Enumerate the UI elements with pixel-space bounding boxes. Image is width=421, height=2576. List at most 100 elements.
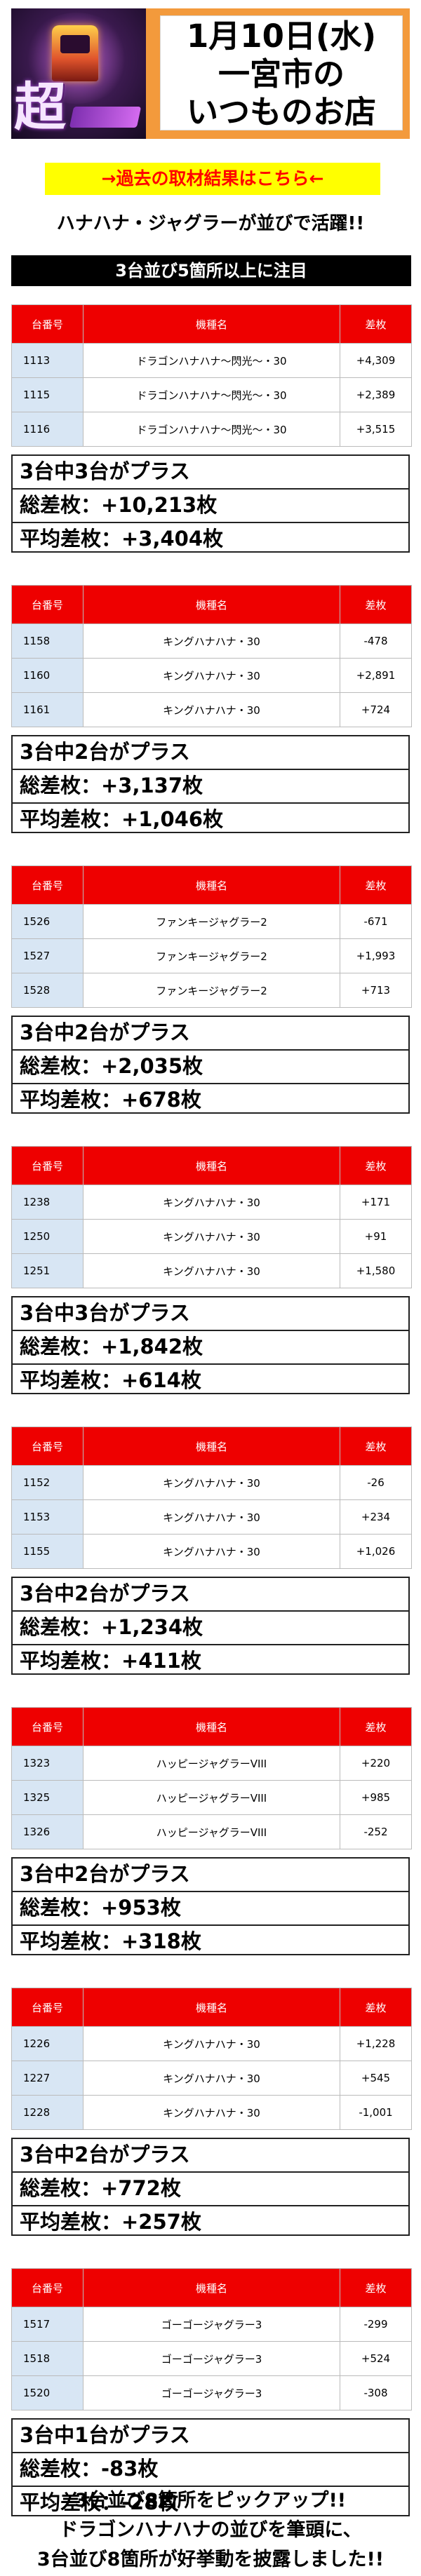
past-results-link[interactable]: →過去の取材結果はこちら← xyxy=(45,163,380,195)
column-header-number: 台番号 xyxy=(11,1988,83,2027)
group-summary: 3台中3台がプラス 総差枚：+1,842枚 平均差枚：+614枚 xyxy=(11,1296,410,1394)
summary-title: 3台中3台がプラス xyxy=(20,459,190,483)
column-header-diff: 差枚 xyxy=(340,1427,412,1466)
machine-number-cell: 1113 xyxy=(11,343,83,378)
machine-table: 台番号 機種名 差枚 1323 ハッピージャグラーVIII +220 1325 ハッピージャグ… xyxy=(11,1707,412,1849)
column-header-number: 台番号 xyxy=(11,1707,83,1746)
column-header-diff: 差枚 xyxy=(340,1146,412,1185)
machine-number-cell: 1116 xyxy=(11,412,83,447)
store-name: いつものお店 xyxy=(186,93,376,130)
column-header-name: 機種名 xyxy=(83,1707,340,1746)
coin-diff-cell: +3,515 xyxy=(340,412,412,447)
machine-name-cell: キングハナハナ・30 xyxy=(83,1499,340,1535)
table-row: 1226 キングハナハナ・30 +1,228 xyxy=(11,2026,412,2061)
machine-table: 台番号 機種名 差枚 1158 キングハナハナ・30 -478 1160 キングハナハナ・30… xyxy=(11,585,412,727)
average-diff: 平均差枚：+411枚 xyxy=(13,1644,408,1678)
column-header-number: 台番号 xyxy=(11,1146,83,1185)
coin-diff-cell: +724 xyxy=(340,692,412,727)
coin-diff-cell: +713 xyxy=(340,973,412,1008)
group-summary: 3台中2台がプラス 総差枚：+772枚 平均差枚：+257枚 xyxy=(11,2138,410,2236)
table-row: 1153 キングハナハナ・30 +234 xyxy=(11,1499,412,1535)
machine-name-cell: ファンキージャグラー2 xyxy=(83,904,340,939)
machine-number-cell: 1326 xyxy=(11,1814,83,1849)
machine-number-cell: 1517 xyxy=(11,2307,83,2342)
machine-number-cell: 1228 xyxy=(11,2095,83,2130)
machine-name-cell: ゴーゴージャグラー3 xyxy=(83,2341,340,2376)
machine-number-cell: 1528 xyxy=(11,973,83,1008)
machine-name-cell: ドラゴンハナハナ〜閃光〜・30 xyxy=(83,412,340,447)
column-header-name: 機種名 xyxy=(83,2268,340,2307)
summary-title: 3台中2台がプラス xyxy=(20,1020,190,1044)
logo-ribbon xyxy=(69,107,142,128)
summary-title: 3台中2台がプラス xyxy=(20,1862,190,1886)
machine-name-cell: ゴーゴージャグラー3 xyxy=(83,2307,340,2342)
machine-number-cell: 1518 xyxy=(11,2341,83,2376)
column-header-name: 機種名 xyxy=(83,304,340,344)
group-summary: 3台中2台がプラス 総差枚：+3,137枚 平均差枚：+1,046枚 xyxy=(11,735,410,833)
summary-title: 3台中1台がプラス xyxy=(20,2423,190,2447)
coin-diff-cell: -478 xyxy=(340,623,412,659)
column-header-name: 機種名 xyxy=(83,865,340,905)
table-row: 1152 キングハナハナ・30 -26 xyxy=(11,1465,412,1500)
summary-title: 3台中2台がプラス xyxy=(20,740,190,764)
machine-number-cell: 1323 xyxy=(11,1746,83,1781)
coin-diff-cell: -1,001 xyxy=(340,2095,412,2130)
machine-number-cell: 1160 xyxy=(11,658,83,693)
machine-number-cell: 1251 xyxy=(11,1253,83,1288)
summary-title: 3台中3台がプラス xyxy=(20,1301,190,1325)
table-row: 1325 ハッピージャグラーVIII +985 xyxy=(11,1780,412,1815)
headline: ハナハナ・ジャグラーが並びで活躍!! xyxy=(56,213,365,234)
table-row: 1113 ドラゴンハナハナ〜閃光〜・30 +4,309 xyxy=(11,343,412,378)
coin-diff-cell: +91 xyxy=(340,1219,412,1254)
table-row: 1520 ゴーゴージャグラー3 -308 xyxy=(11,2375,412,2410)
coin-diff-cell: +2,389 xyxy=(340,377,412,412)
table-header-row: 台番号 機種名 差枚 xyxy=(11,585,412,624)
table-row: 1116 ドラゴンハナハナ〜閃光〜・30 +3,515 xyxy=(11,412,412,447)
column-header-diff: 差枚 xyxy=(340,585,412,624)
column-header-name: 機種名 xyxy=(83,1988,340,2027)
table-row: 1527 ファンキージャグラー2 +1,993 xyxy=(11,938,412,973)
table-row: 1158 キングハナハナ・30 -478 xyxy=(11,623,412,659)
summary-title: 3台中2台がプラス xyxy=(20,1582,190,1605)
machine-name-cell: ハッピージャグラーVIII xyxy=(83,1746,340,1781)
machine-number-cell: 1250 xyxy=(11,1219,83,1254)
machine-number-cell: 1152 xyxy=(11,1465,83,1500)
table-header-row: 台番号 機種名 差枚 xyxy=(11,1988,412,2027)
coin-diff-cell: -308 xyxy=(340,2375,412,2410)
event-date: 1月10日(水) xyxy=(186,18,377,55)
machine-name-cell: ドラゴンハナハナ〜閃光〜・30 xyxy=(83,377,340,412)
column-header-diff: 差枚 xyxy=(340,2268,412,2307)
total-diff: 総差枚：+1,234枚 xyxy=(13,1610,408,1644)
coin-diff-cell: +4,309 xyxy=(340,343,412,378)
machine-number-cell: 1161 xyxy=(11,692,83,727)
machine-name-cell: ファンキージャグラー2 xyxy=(83,938,340,973)
column-header-name: 機種名 xyxy=(83,1427,340,1466)
coin-diff-cell: -252 xyxy=(340,1814,412,1849)
slot-machine-icon xyxy=(52,25,98,81)
table-row: 1326 ハッピージャグラーVIII -252 xyxy=(11,1814,412,1849)
total-diff: 総差枚：-83枚 xyxy=(13,2452,408,2486)
coin-diff-cell: +220 xyxy=(340,1746,412,1781)
average-diff: 平均差枚：+3,404枚 xyxy=(13,522,408,555)
table-row: 1160 キングハナハナ・30 +2,891 xyxy=(11,658,412,693)
machine-name-cell: キングハナハナ・30 xyxy=(83,1253,340,1288)
table-row: 1115 ドラゴンハナハナ〜閃光〜・30 +2,389 xyxy=(11,377,412,412)
machine-name-cell: ハッピージャグラーVIII xyxy=(83,1780,340,1815)
store-title-box: 1月10日(水) 一宮市の いつものお店 xyxy=(160,15,403,130)
machine-table: 台番号 機種名 差枚 1226 キングハナハナ・30 +1,228 1227 キングハナハナ・… xyxy=(11,1988,412,2130)
total-diff: 総差枚：+953枚 xyxy=(13,1891,408,1924)
table-row: 1526 ファンキージャグラー2 -671 xyxy=(11,904,412,939)
machine-table: 台番号 機種名 差枚 1526 ファンキージャグラー2 -671 1527 ファンキージャグラ… xyxy=(11,865,412,1008)
coin-diff-cell: +1,580 xyxy=(340,1253,412,1288)
machine-name-cell: ハッピージャグラーVIII xyxy=(83,1814,340,1849)
table-header-row: 台番号 機種名 差枚 xyxy=(11,1427,412,1466)
machine-number-cell: 1227 xyxy=(11,2061,83,2096)
machine-number-cell: 1238 xyxy=(11,1185,83,1220)
table-row: 1528 ファンキージャグラー2 +713 xyxy=(11,973,412,1008)
coin-diff-cell: +171 xyxy=(340,1185,412,1220)
closing-line: 3台並び8箇所をピックアップ!! xyxy=(74,2490,347,2511)
group-summary: 3台中1台がプラス 総差枚：-83枚 平均差枚：-28枚 xyxy=(11,2418,410,2516)
machine-number-cell: 1115 xyxy=(11,377,83,412)
table-row: 1518 ゴーゴージャグラー3 +524 xyxy=(11,2341,412,2376)
machine-name-cell: キングハナハナ・30 xyxy=(83,1534,340,1569)
